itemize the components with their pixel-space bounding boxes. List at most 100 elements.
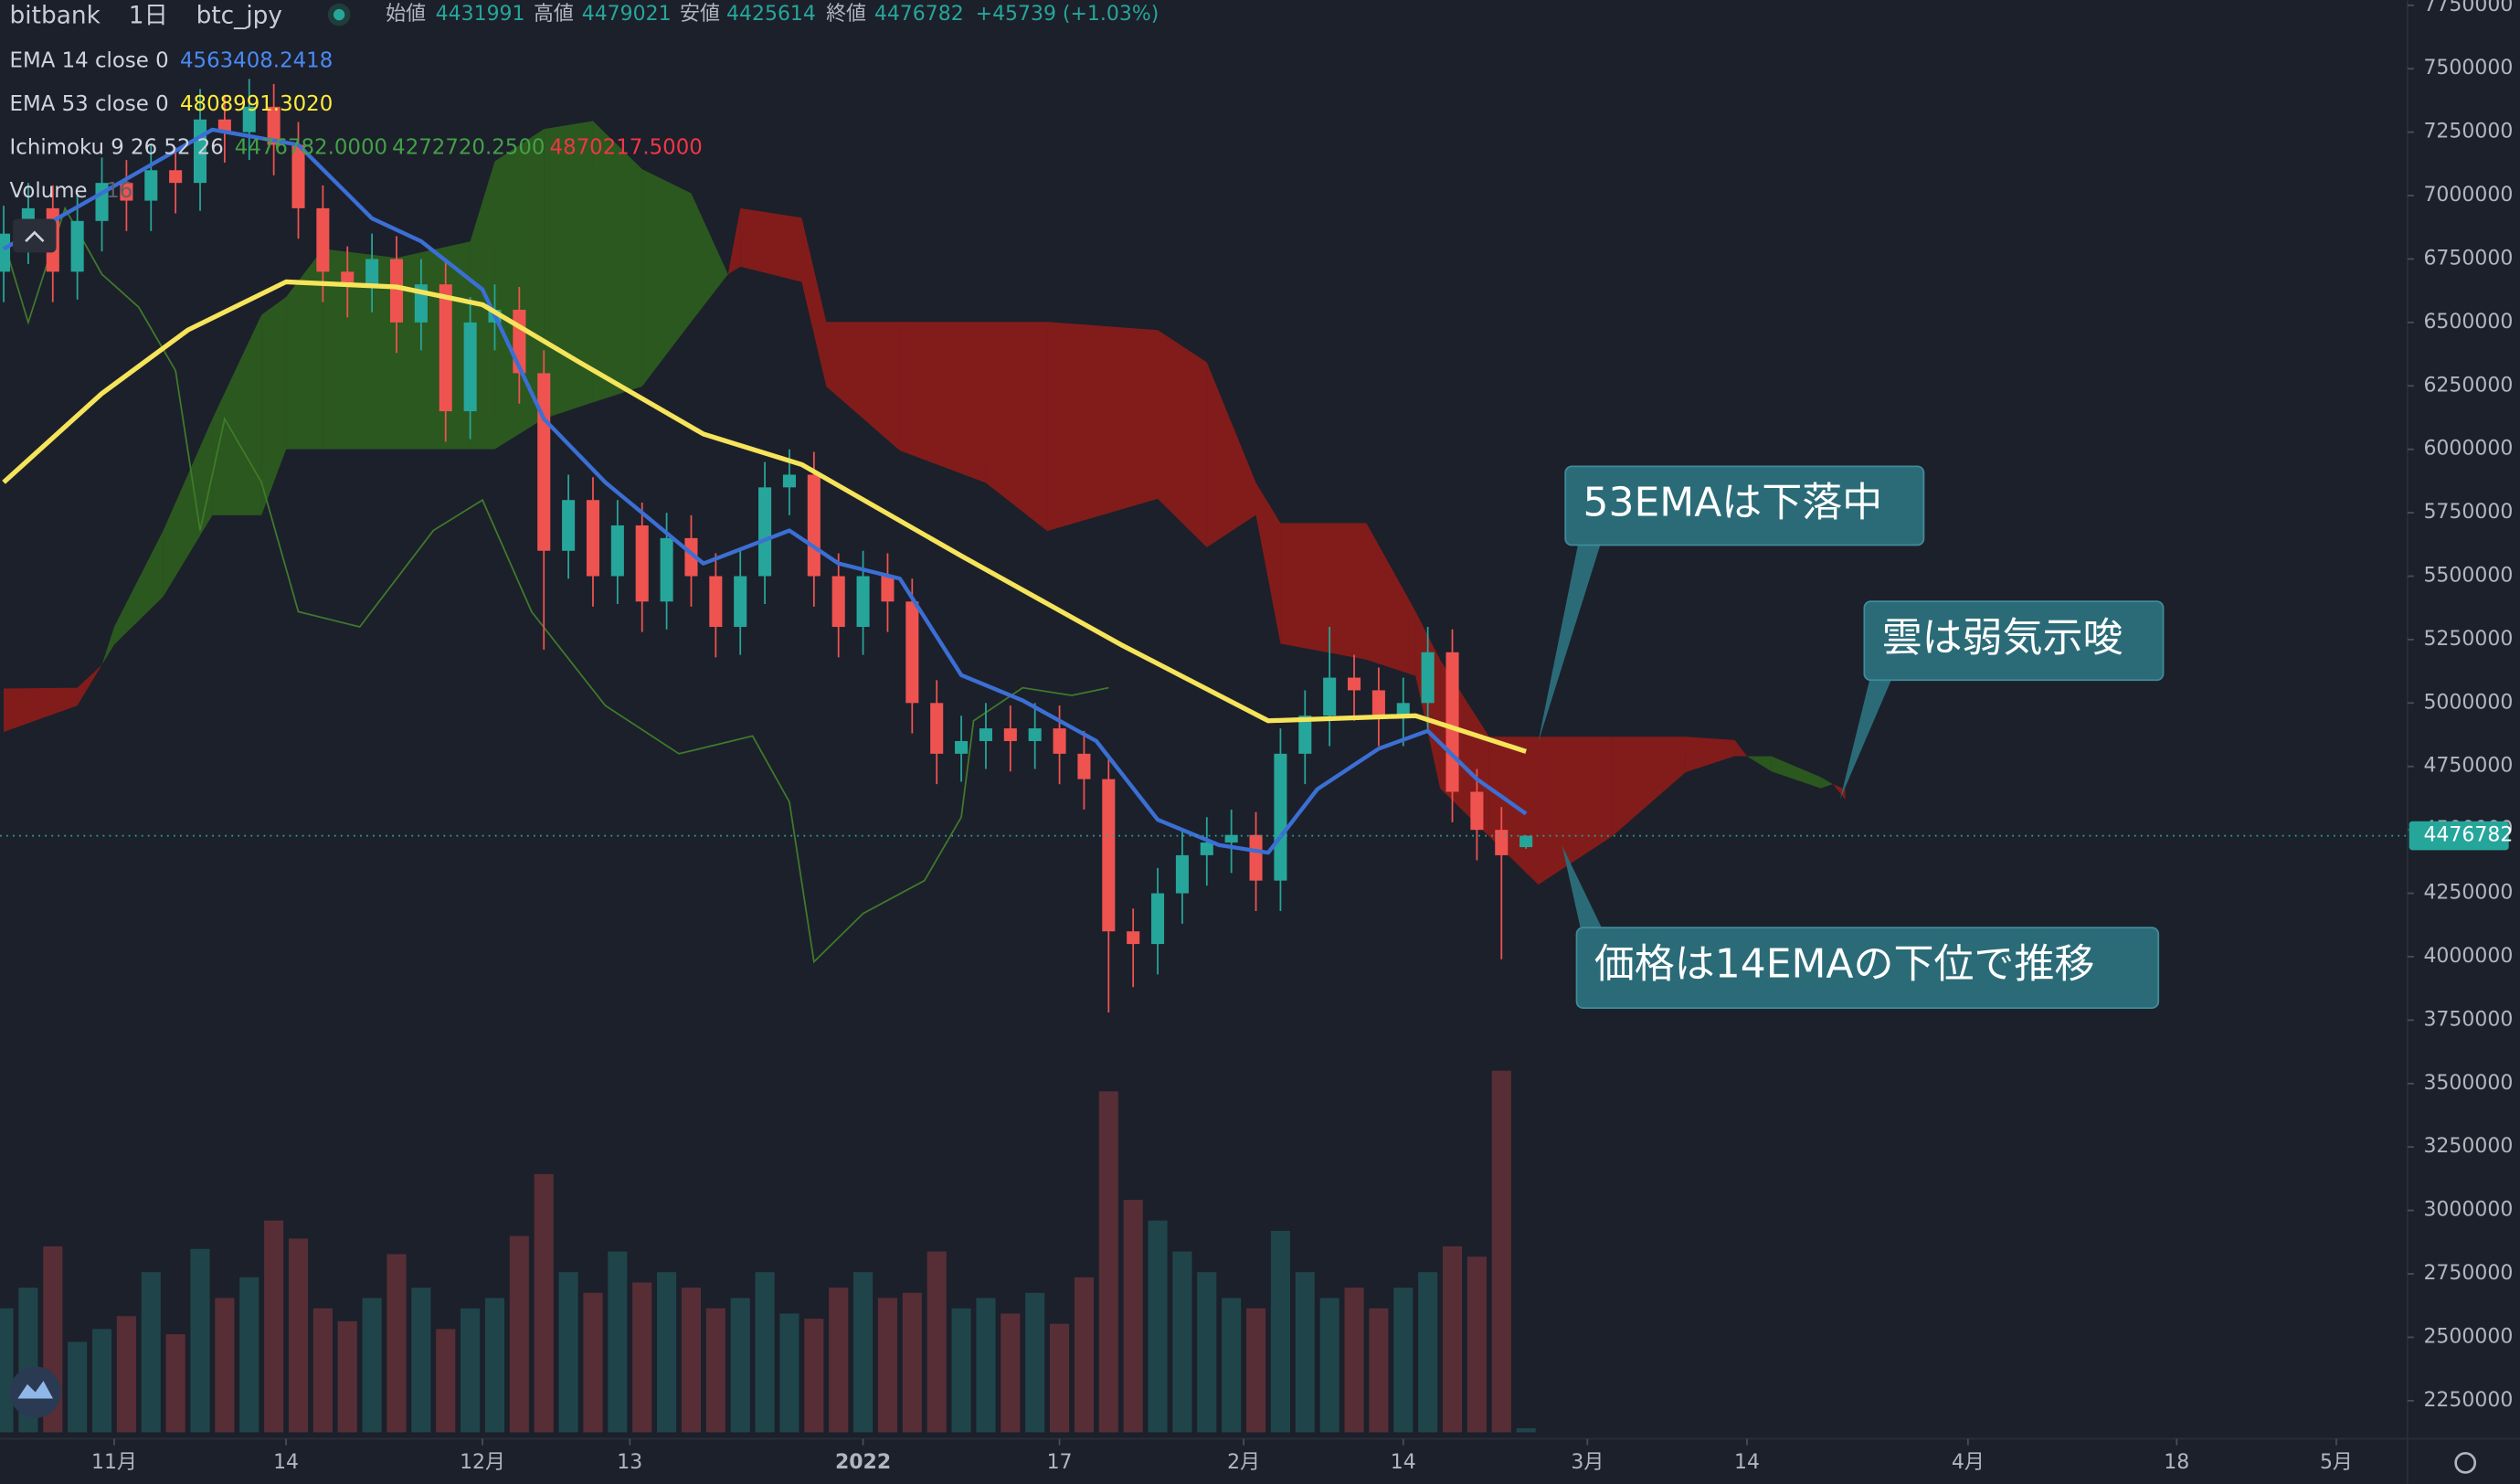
volume-bar: [1319, 1298, 1339, 1433]
callout-text: 価格は14EMAの下位で推移: [1594, 940, 2094, 987]
legend-ema14-value: 4563408.2418: [180, 49, 333, 73]
candle-body: [1077, 753, 1091, 779]
candle-body: [169, 170, 183, 184]
candle-body: [881, 576, 895, 602]
candle-body: [1298, 716, 1312, 754]
candle-body: [979, 728, 992, 741]
volume-bar: [1466, 1256, 1487, 1433]
volume-bar: [1123, 1200, 1143, 1433]
legend-ichimoku-value: 4476782.0000: [235, 136, 387, 160]
cloud-segment: [740, 207, 802, 282]
high-value: 4479021: [582, 3, 672, 26]
candle-body: [586, 500, 600, 577]
callout-pointer: [1839, 675, 1894, 800]
callout: [1575, 927, 2160, 1009]
candle-body: [70, 220, 84, 272]
cloud-segment: [592, 121, 642, 403]
volume-bar: [755, 1272, 775, 1433]
y-tick-label: 6750000: [2423, 247, 2513, 270]
candle-body: [562, 500, 576, 551]
x-tick-label: 14: [273, 1451, 299, 1474]
candle-body: [217, 119, 231, 132]
close-label: 終値: [826, 3, 866, 26]
candle-body: [291, 144, 305, 208]
overlay: bitbank 1日 btc_jpy 始値 4431991 高値 4479021…: [9, 2, 2477, 1474]
candle-body: [1323, 677, 1337, 716]
volume-bar: [1245, 1308, 1266, 1433]
volume-bar: [829, 1288, 849, 1433]
symbol: btc_jpy: [196, 2, 282, 29]
x-tick-label: 2022: [835, 1451, 891, 1474]
x-tick-label: 13: [617, 1451, 642, 1474]
volume-bar: [1295, 1272, 1315, 1433]
candle-body: [1127, 931, 1140, 945]
legend-volume[interactable]: Volume: [10, 179, 88, 203]
legend-ema53[interactable]: EMA 53 close 0: [10, 92, 169, 116]
ema-line: [2, 127, 1528, 855]
volume-bar: [1442, 1246, 1463, 1433]
volume-bar: [288, 1238, 309, 1433]
cloud-segment: [1538, 737, 1613, 885]
interval[interactable]: 1日: [129, 2, 168, 29]
volume-bar: [239, 1277, 259, 1433]
cloud-segment: [1366, 523, 1416, 676]
candle-body: [1249, 834, 1263, 881]
volume-bar: [558, 1272, 578, 1433]
candle-body: [439, 284, 452, 412]
volume-bar: [1270, 1230, 1290, 1433]
cloud-segment: [691, 193, 728, 323]
callout: [1863, 600, 2165, 682]
y-tick-label: 3500000: [2423, 1072, 2513, 1095]
volume-bar: [165, 1334, 185, 1433]
low-label: 安値: [680, 3, 720, 26]
candle-body: [267, 106, 281, 145]
volume-bar: [1098, 1091, 1118, 1433]
y-tick-label: 5500000: [2423, 565, 2513, 588]
volume-bar: [312, 1308, 333, 1433]
candle-body: [758, 487, 772, 577]
volume-bar: [386, 1254, 407, 1433]
candle-body: [1495, 830, 1509, 855]
x-tick-label: 3月: [1571, 1451, 1604, 1474]
volume-bar: [632, 1282, 652, 1433]
legend-ichimoku[interactable]: Ichimoku 9 26 52 26: [10, 136, 224, 160]
y-tick-label: 5000000: [2423, 691, 2513, 714]
candle-body: [1519, 835, 1533, 848]
plot-area: [0, 79, 2408, 1433]
cloud-segment: [113, 530, 164, 645]
x-tick-label: 11月: [91, 1451, 137, 1474]
cloud-segment: [212, 314, 262, 515]
candle-body: [1028, 728, 1042, 741]
cloud-segment: [1734, 739, 1747, 757]
x-tick-label: 12月: [460, 1451, 505, 1474]
cloud-segment: [1771, 756, 1821, 789]
legend-ichimoku-value: 4272720.2500: [392, 136, 545, 160]
low-value: 4425614: [726, 3, 816, 26]
volume-bar: [730, 1298, 750, 1433]
status-dot-core: [333, 8, 345, 21]
cloud-segment: [286, 249, 323, 450]
candle-body: [537, 373, 551, 551]
volume-bar: [362, 1298, 382, 1433]
cloud-segment: [323, 249, 397, 450]
cloud-segment: [899, 322, 986, 483]
y-tick-label: 3750000: [2423, 1008, 2513, 1031]
settings-icon[interactable]: [2454, 1452, 2477, 1474]
collapse-button[interactable]: [13, 218, 57, 253]
volume-bar: [681, 1288, 702, 1433]
cloud-segment: [1047, 322, 1159, 532]
open-label: 始値: [386, 3, 426, 26]
candle-body: [684, 537, 698, 577]
candle-body: [144, 170, 158, 201]
candle-body: [1151, 893, 1165, 945]
legend-ema14[interactable]: EMA 14 close 0: [10, 49, 169, 73]
volume-bar: [804, 1319, 824, 1433]
candle-body: [905, 601, 919, 704]
volume-bar: [976, 1298, 996, 1433]
volume-bar: [1074, 1277, 1094, 1433]
candle-body: [831, 576, 845, 628]
y-tick-label: 4250000: [2423, 882, 2513, 905]
cloud-segment: [1685, 737, 1735, 773]
y-tick-label: 7250000: [2423, 121, 2513, 143]
candle-body: [316, 207, 330, 272]
